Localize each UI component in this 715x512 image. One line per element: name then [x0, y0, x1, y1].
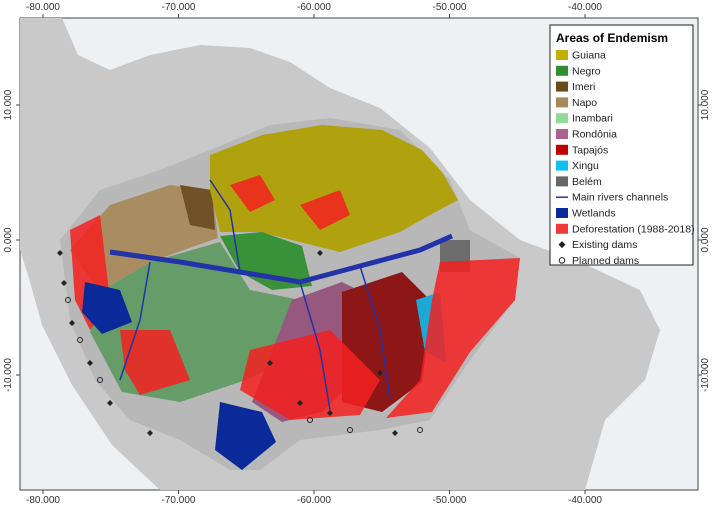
legend-swatch [556, 223, 568, 234]
top-tick-label: -50.000 [433, 2, 467, 13]
right-tick-label: -10.000 [700, 358, 711, 392]
planned-dams [65, 297, 423, 433]
top-tick-label: -70.000 [162, 2, 196, 13]
legend-label: Imeri [572, 81, 595, 93]
legend-swatch [556, 113, 568, 124]
negro-area [220, 232, 312, 290]
bottom-tick-label: -40.000 [568, 495, 602, 506]
legend-label: Wetlands [572, 208, 616, 220]
left-tick-label: 0.000 [3, 227, 14, 252]
left-tick-label: 10.000 [3, 89, 14, 120]
bottom-tick-label: -70.000 [162, 495, 196, 506]
legend-label: Xingu [572, 160, 599, 172]
legend-label: Planned dams [572, 255, 639, 267]
rivers [109, 179, 454, 411]
legend-label: Guiana [572, 50, 606, 62]
legend-label: Belém [572, 176, 602, 188]
guiana-area [210, 125, 458, 252]
legend-swatch [556, 144, 568, 155]
legend-box [549, 24, 694, 266]
right-tick-label: 10.000 [700, 89, 711, 120]
legend-label: Deforestation (1988-2018) [572, 223, 695, 235]
legend-label: Negro [572, 65, 601, 77]
legend-label: Tapajós [572, 144, 608, 156]
napo-area [70, 185, 218, 292]
legend-swatch [556, 208, 568, 218]
legend-swatch [558, 241, 566, 249]
deforestation [70, 175, 520, 420]
legend-label: Inambari [572, 113, 613, 125]
top-tick-label: -40.000 [568, 2, 602, 13]
top-tick-label: -60.000 [297, 2, 331, 13]
legend-label: Main rivers channels [572, 192, 668, 204]
bottom-tick-label: -60.000 [297, 495, 331, 506]
legend-swatch [556, 129, 568, 139]
bottom-tick-label: -80.000 [26, 495, 60, 506]
legend-swatch [556, 81, 568, 92]
legend-label: Existing dams [572, 239, 637, 251]
wetlands [82, 282, 276, 470]
bottom-tick-label: -50.000 [433, 495, 467, 506]
legend-swatch [558, 257, 566, 264]
legend-swatch [556, 65, 568, 76]
right-tick-label: 0.000 [700, 227, 711, 252]
legend-label: Rondônia [572, 129, 617, 141]
legend-swatch [556, 176, 568, 187]
legend-swatch [556, 50, 568, 60]
imeri-area [180, 185, 215, 230]
legend-swatch [556, 160, 568, 171]
legend-swatch [556, 97, 568, 108]
left-tick-label: -10.000 [3, 358, 14, 392]
top-tick-label: -80.000 [26, 2, 60, 13]
legend-title: Areas of Endemism [556, 31, 668, 45]
legend-label: Napo [572, 97, 597, 109]
